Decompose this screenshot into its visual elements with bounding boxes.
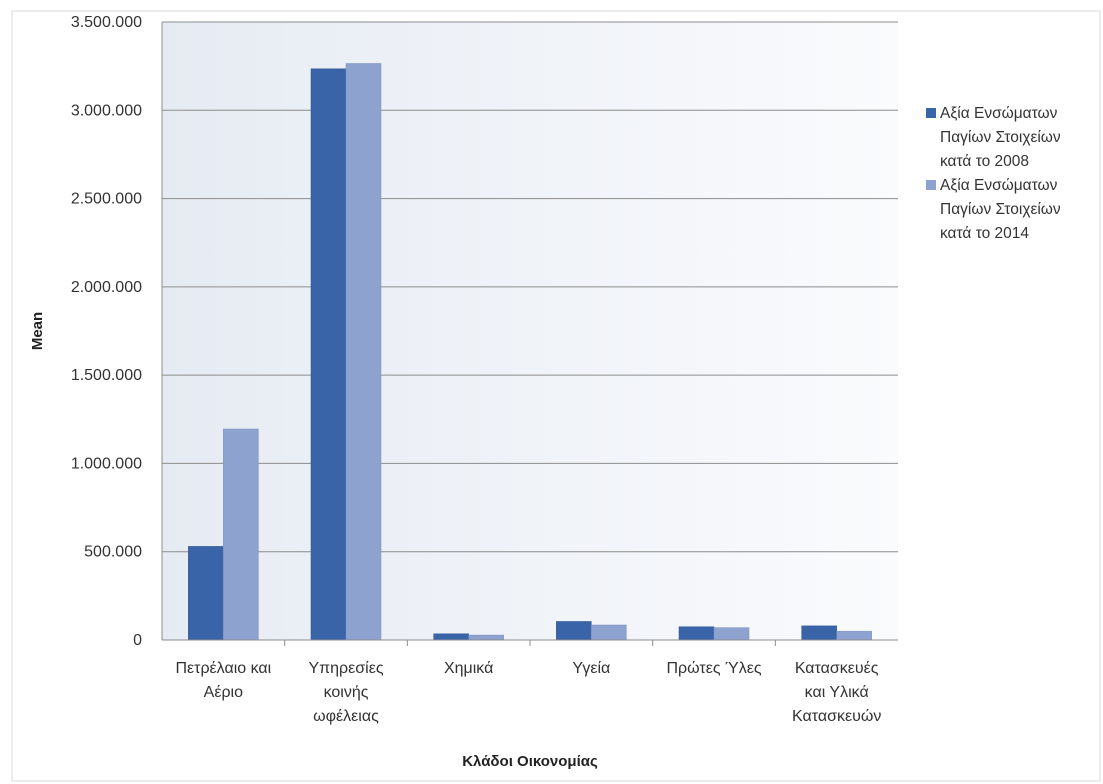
y-tick-label: 2.000.000 bbox=[71, 279, 142, 296]
legend-label: Αξία Ενσώματων Παγίων Στοιχείων κατά το 20… bbox=[940, 177, 1061, 242]
bar bbox=[591, 624, 627, 641]
legend-swatch bbox=[926, 108, 936, 118]
bar bbox=[713, 627, 750, 641]
bar bbox=[310, 68, 347, 641]
y-tick-label: 0 bbox=[133, 632, 142, 649]
y-tick-label: 500.000 bbox=[84, 544, 142, 561]
x-tick-label: Πρώτες Ύλες bbox=[666, 660, 761, 677]
x-tick-label: Χημικά bbox=[444, 660, 493, 677]
bar bbox=[345, 63, 382, 641]
x-tick-label: Υπηρεσίες κοινής ωφέλειας bbox=[308, 660, 383, 725]
bar bbox=[556, 621, 592, 641]
bar bbox=[836, 630, 872, 641]
x-tick-label: Πετρέλαιο και Αέριο bbox=[175, 660, 271, 701]
x-axis-title: Κλάδοι Οικονομίας bbox=[462, 753, 598, 770]
y-tick-label: 2.500.000 bbox=[71, 191, 142, 208]
x-tick-label: Κατασκευές και Υλικά Κατασκευών bbox=[792, 660, 881, 725]
y-tick-label: 3.500.000 bbox=[71, 14, 142, 31]
bar bbox=[188, 546, 224, 641]
x-tick-label: Υγεία bbox=[572, 660, 610, 677]
plot-area bbox=[162, 22, 898, 640]
bar bbox=[223, 428, 259, 641]
bar bbox=[468, 634, 504, 641]
bar bbox=[801, 625, 837, 641]
y-tick-label: 1.000.000 bbox=[71, 455, 142, 472]
bar bbox=[433, 633, 469, 641]
y-axis-title: Mean bbox=[29, 312, 46, 350]
y-tick-label: 1.500.000 bbox=[71, 367, 142, 384]
legend-label: Αξία Ενσώματων Παγίων Στοιχείων κατά το 20… bbox=[940, 105, 1061, 170]
legend-swatch bbox=[926, 180, 936, 190]
bar bbox=[678, 626, 715, 641]
y-tick-label: 3.000.000 bbox=[71, 102, 142, 119]
